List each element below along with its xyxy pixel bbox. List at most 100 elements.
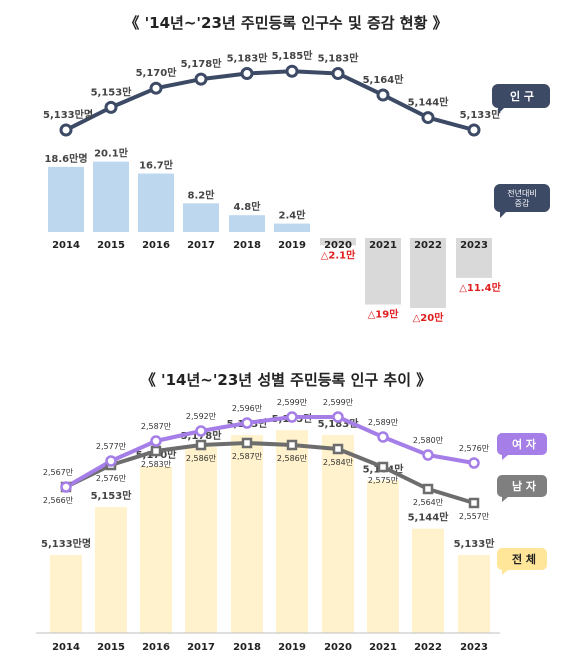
population-point [376,88,390,102]
male-point [286,439,298,451]
male-label: 2,586만 [186,454,217,463]
legend-label: 여 자 [512,437,537,451]
bar [320,238,356,246]
female-point [286,411,298,423]
population-label: 5,178만 [181,57,223,70]
population-label: 5,133만명 [43,108,93,121]
legend-female: 여 자 [497,433,547,460]
female-point [195,425,207,437]
legend-label: 증감 [515,198,530,208]
female-label: 2,567만 [43,468,74,477]
legend-male: 남 자 [497,475,547,502]
legend-total: 전 체 [497,548,547,575]
year-label: 2022 [414,240,442,251]
female-point [105,455,117,467]
female-point [60,481,72,493]
population-label: 5,153만 [91,85,133,98]
female-label: 2,599만 [323,398,354,407]
male-point [377,461,389,473]
population-label: 5,185만 [272,49,314,62]
population-point [331,67,345,80]
population-point [467,123,481,137]
male-line [65,441,475,505]
bar-label: 18.6만명 [44,152,87,165]
population-point [240,67,254,80]
population-label: 5,170만 [136,66,178,79]
bar [95,507,127,633]
bar [458,555,490,633]
bar [276,430,308,633]
bar [456,238,492,278]
female-label: 2,589만 [368,418,399,427]
female-point [422,449,434,461]
year-label: 2016 [142,240,170,251]
year-label: 2018 [233,642,261,653]
bar-label: 5,133만명 [41,537,91,550]
population-point [59,123,73,137]
bar [140,466,172,633]
female-label: 2,580만 [413,436,444,445]
population-label: 5,183만 [227,52,269,65]
bar-label: 16.7만 [139,159,174,172]
male-label: 2,576만 [96,474,127,483]
year-label: 2014 [52,240,80,251]
year-label: 2019 [278,642,306,653]
population-line [65,69,475,132]
female-label: 2,596만 [232,404,263,413]
legend-badge [492,84,550,114]
bar-label: 4.8만 [234,200,262,213]
female-point [150,435,162,447]
year-label: 2019 [278,240,306,251]
female-point [332,411,344,423]
male-label: 2,586만 [277,454,308,463]
year-label: 2023 [460,240,488,251]
bar [410,238,446,308]
male-label: 2,564만 [413,498,444,507]
bar [93,161,129,232]
male-label: 2,584만 [323,458,354,467]
chart1-title: 《 '14년~'23년 주민등록 인구수 및 증감 현황 》 [124,14,447,32]
bar-label: △20만 [413,311,445,324]
bar-label: △11.4만 [459,281,501,294]
bar [229,215,265,232]
year-label: 2020 [324,642,352,653]
female-line [64,415,475,489]
female-label: 2,577만 [96,442,127,451]
female-point [241,417,253,429]
male-point [332,443,344,455]
male-point [422,483,434,495]
population-label: 5,144만 [408,96,450,109]
bar [231,435,263,633]
bar [367,480,399,633]
chart2-title: 《 '14년~'23년 성별 주민등록 인구 추이 》 [141,371,431,389]
legend-label: 인 구 [510,89,534,103]
year-label: 2015 [97,240,125,251]
year-label: 2018 [233,240,261,251]
year-label: 2017 [187,642,215,653]
bar [322,435,354,633]
male-label: 2,566만 [43,496,74,505]
population-point [285,64,299,78]
male-point [150,445,162,457]
population-label: 5,133만 [460,108,502,121]
chart2: 5,133만명20145,153만20155,170만20165,178만201… [36,398,547,653]
year-label: 2015 [97,642,125,653]
legend-label: 남 자 [512,479,537,493]
female-label: 2,587만 [141,422,172,431]
year-label: 2022 [414,642,442,653]
legend-label: 전 체 [512,552,536,566]
male-point [241,437,253,449]
population-label: 5,183만 [318,52,360,65]
bar [365,238,401,305]
female-label: 2,576만 [459,444,490,453]
male-label: 2,575만 [368,476,399,485]
female-label: 2,592만 [186,412,217,421]
year-label: 2021 [369,642,397,653]
legend-population: 인 구 [492,84,550,114]
year-label: 2014 [52,642,80,653]
population-point [194,72,208,86]
female-point [468,457,480,469]
bar-label: 2.4만 [279,209,307,222]
